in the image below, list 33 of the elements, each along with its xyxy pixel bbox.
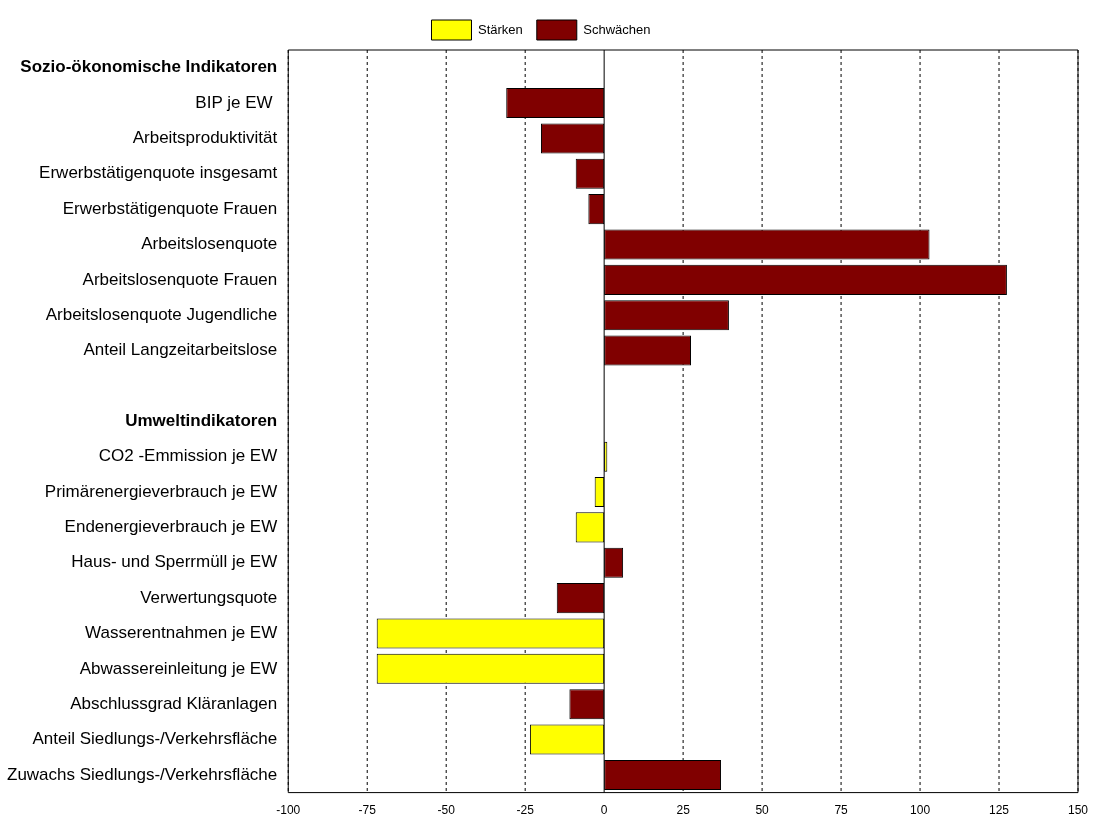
x-tick-label: 0 (600, 803, 608, 818)
x-tick-label: 150 (1067, 803, 1089, 818)
y-tick-label: Verwertungsquote (140, 587, 278, 607)
x-tick-label: 75 (834, 803, 849, 818)
y-tick-label: CO2 -Emmission je EW (98, 446, 278, 466)
x-tick-label: -100 (276, 803, 301, 818)
y-tick-label: Arbeitslosenquote Jugendliche (45, 304, 278, 324)
y-tick-label: Anteil Langzeitarbeitslose (83, 340, 278, 360)
y-tick-label: Anteil Siedlungs-/Verkehrsfläche (32, 729, 278, 749)
x-tick-label: 50 (755, 803, 770, 818)
x-tick-label: 100 (910, 803, 931, 818)
legend-label: Schwächen (583, 21, 651, 37)
y-tick-label: Erwerbstätigenquote Frauen (62, 198, 278, 218)
x-tick-label: 125 (989, 803, 1010, 818)
y-tick-label: Sozio-ökonomische Indikatoren (20, 57, 278, 77)
y-tick-label: Wasserentnahmen je EW (85, 623, 278, 643)
y-tick-label: Endenergieverbrauch je EW (64, 517, 278, 537)
legend-label: Stärken (477, 21, 523, 37)
x-tick-label: -75 (358, 803, 377, 818)
y-tick-label: Haus- und Sperrmüll je EW (71, 552, 278, 572)
y-tick-label: Umweltindikatoren (125, 410, 278, 430)
x-tick-label: -25 (516, 803, 535, 818)
y-tick-label: BIP je EW (195, 92, 278, 112)
y-tick-label: Abschlussgrad Kläranlagen (70, 693, 278, 713)
x-tick-label: -50 (437, 803, 456, 818)
y-tick-label: Arbeitsproduktivität (132, 128, 278, 148)
y-tick-label: Arbeitslosenquote Frauen (82, 269, 278, 289)
y-tick-label: Arbeitslosenquote (141, 234, 278, 254)
y-tick-label: Primärenergieverbrauch je EW (44, 481, 278, 501)
y-tick-label: Erwerbstätigenquote insgesamt (39, 163, 278, 183)
y-tick-label: Zuwachs Siedlungs-/Verkehrsfläche (7, 764, 278, 784)
x-tick-label: 25 (676, 803, 691, 818)
y-tick-label: Abwassereinleitung je EW (79, 658, 278, 678)
